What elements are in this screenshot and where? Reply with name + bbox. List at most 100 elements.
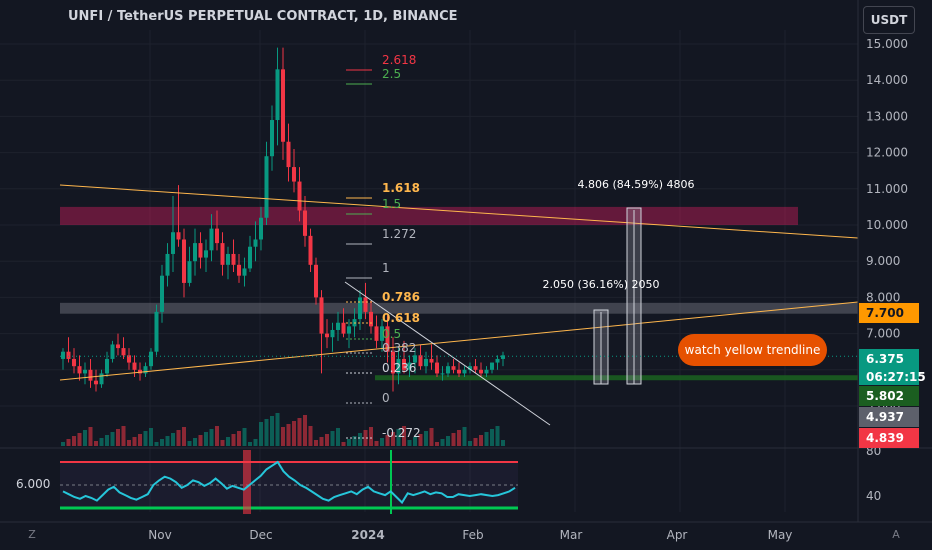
measure-label-2: 2.050 (36.16%) 2050 xyxy=(542,278,659,291)
candle-body xyxy=(72,358,76,367)
candle-body xyxy=(121,348,126,356)
volume-bar xyxy=(275,413,280,446)
candle-body xyxy=(88,369,93,381)
fib-label: 2.5 xyxy=(382,67,401,81)
volume-bar xyxy=(413,437,417,446)
volume-bar xyxy=(66,439,71,446)
volume-bar xyxy=(352,436,357,446)
price-badge-text: 7.700 xyxy=(866,306,904,320)
fib-label: 1.618 xyxy=(382,181,420,195)
volume-bar xyxy=(402,426,406,446)
candle-body xyxy=(61,351,65,359)
volume-bar xyxy=(165,436,170,446)
candle-body xyxy=(127,355,131,363)
currency-button[interactable]: USDT xyxy=(863,6,915,34)
price-badge-text: 6.375 xyxy=(866,352,904,366)
price-tick: 10.000 xyxy=(866,218,908,232)
yellow-trendline-upper xyxy=(59,184,859,239)
candle-body xyxy=(451,366,456,370)
candle-body xyxy=(490,362,494,370)
candle-body xyxy=(66,351,71,359)
volume-bar xyxy=(132,437,137,446)
candle-body xyxy=(220,243,225,265)
volume-bar xyxy=(149,428,153,446)
fib-label: 0.786 xyxy=(382,290,420,304)
volume-bar xyxy=(369,427,373,446)
volume-bar xyxy=(204,432,208,446)
volume-bar xyxy=(484,432,489,446)
candle-body xyxy=(275,69,280,121)
volume-bar xyxy=(127,440,131,446)
candle-body xyxy=(374,326,379,341)
volume-bar xyxy=(242,428,247,446)
resistance-zone xyxy=(60,206,798,225)
candle-body xyxy=(182,239,186,283)
candle-body xyxy=(165,253,170,276)
price-badge-text: 06:27:15 xyxy=(866,370,926,384)
volume-bar xyxy=(110,432,115,446)
volume-bar xyxy=(226,437,230,446)
price-badge xyxy=(859,303,919,323)
volume-bar xyxy=(358,433,362,446)
price-badge-text: 4.937 xyxy=(866,410,904,424)
rsi-line xyxy=(62,460,516,505)
candle-body xyxy=(501,355,505,359)
candle-body xyxy=(226,253,230,265)
fib-label: 0.236 xyxy=(382,361,416,375)
rsi-highlight-red xyxy=(243,450,251,514)
volume-bar xyxy=(462,427,467,446)
price-tick: 11.000 xyxy=(866,182,908,196)
annotation-callout[interactable]: watch yellow trendline xyxy=(678,334,827,366)
time-tick: Apr xyxy=(667,528,688,542)
volume-bar xyxy=(303,415,307,446)
fib-label: 0 xyxy=(382,391,390,405)
candle-body xyxy=(484,369,489,374)
volume-bar xyxy=(253,439,258,446)
volume-bar xyxy=(121,426,126,446)
auto-scale-button[interactable]: A xyxy=(892,527,900,541)
candle-body xyxy=(105,358,109,374)
volume-bars xyxy=(61,413,505,446)
price-tick: 8.000 xyxy=(866,290,900,304)
price-tick: 14.000 xyxy=(866,73,908,87)
volume-bar xyxy=(143,431,148,446)
price-badge xyxy=(859,349,919,369)
price-tick: 12.000 xyxy=(866,146,908,160)
volume-bar xyxy=(363,430,368,446)
timezone-button[interactable]: Z xyxy=(28,527,36,541)
volume-bar xyxy=(341,442,346,446)
candlesticks xyxy=(61,47,505,392)
candle-body xyxy=(358,297,362,320)
volume-bar xyxy=(385,435,390,446)
volume-bar xyxy=(193,438,197,446)
volume-bar xyxy=(215,426,219,446)
volume-bar xyxy=(429,428,434,446)
volume-bar xyxy=(72,436,76,446)
volume-bar xyxy=(176,430,181,446)
candle-body xyxy=(237,264,241,276)
rsi-tick: 40 xyxy=(866,489,881,503)
candle-body xyxy=(413,355,417,363)
volume-bar xyxy=(264,419,269,446)
volume-bar xyxy=(396,429,401,446)
candle-body xyxy=(297,181,302,211)
volume-bar xyxy=(187,441,192,446)
candle-body xyxy=(341,322,346,334)
volume-bar xyxy=(198,435,203,446)
candle-body xyxy=(391,351,395,374)
volume-bar xyxy=(237,431,241,446)
candle-body xyxy=(319,297,324,334)
time-tick: May xyxy=(768,528,793,542)
candle-body xyxy=(160,275,164,312)
candle-body xyxy=(149,351,153,367)
volume-bar xyxy=(336,428,340,446)
rsi-label: 6.000 xyxy=(16,477,51,491)
volume-bar xyxy=(435,442,439,446)
volume-bar xyxy=(495,426,500,446)
volume-bar xyxy=(61,442,65,446)
volume-bar xyxy=(286,424,291,446)
candle-body xyxy=(363,297,368,312)
